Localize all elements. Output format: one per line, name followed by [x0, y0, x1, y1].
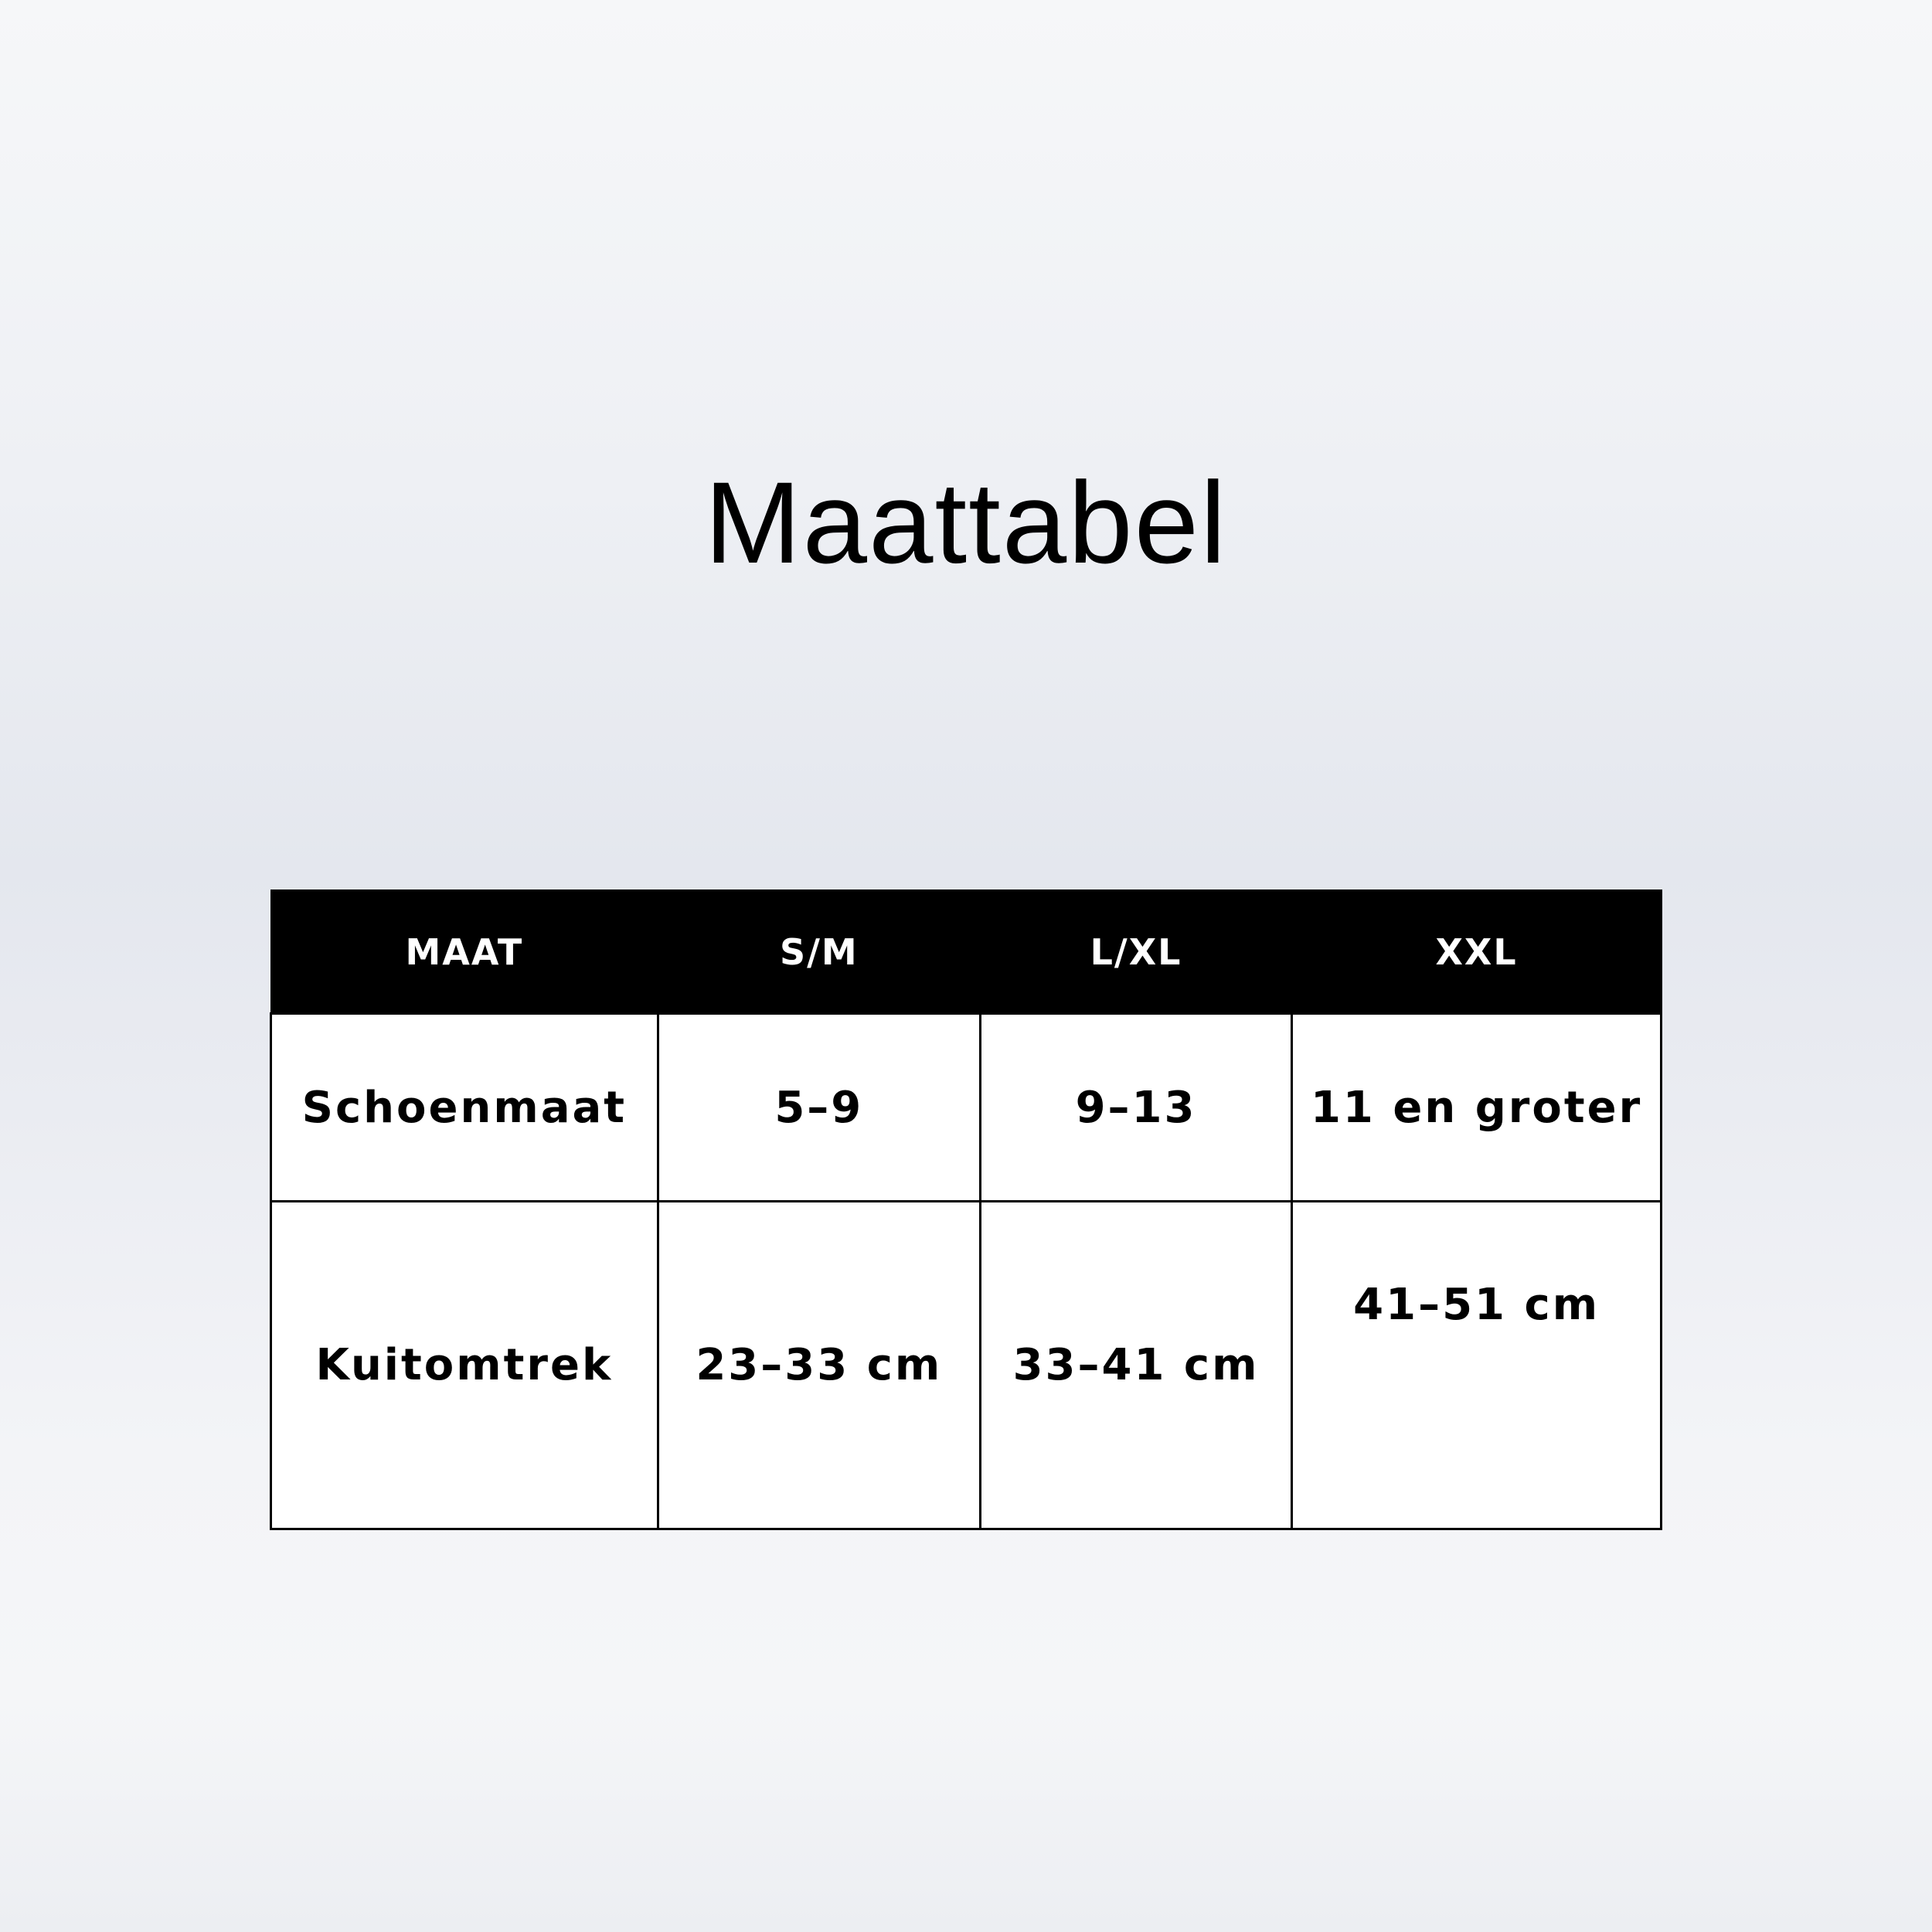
table-cell: 11 en groter	[1291, 1012, 1662, 1202]
size-table: MAAT S/M L/XL XXL Schoenmaat 5–9 9–13 11…	[270, 889, 1662, 1530]
table-cell: 9–13	[978, 1012, 1294, 1202]
table-header-row: MAAT S/M L/XL XXL	[270, 889, 1662, 1015]
table-cell: 23–33 cm	[656, 1200, 981, 1530]
header-cell: MAAT	[270, 889, 659, 1015]
row-label: Schoenmaat	[270, 1012, 659, 1202]
table-row: Schoenmaat 5–9 9–13 11 en groter	[270, 1012, 1662, 1202]
table-cell: 41–51 cm	[1291, 1200, 1662, 1530]
header-cell: S/M	[657, 889, 981, 1015]
header-cell: XXL	[1291, 889, 1662, 1015]
table-cell: 33–41 cm	[978, 1200, 1294, 1530]
table-row: Kuitomtrek 23–33 cm 33–41 cm 41–51 cm	[270, 1200, 1662, 1530]
page-title: Maattabel	[704, 457, 1228, 587]
header-cell: L/XL	[979, 889, 1293, 1015]
table-cell: 5–9	[656, 1012, 981, 1202]
row-label: Kuitomtrek	[270, 1200, 659, 1530]
